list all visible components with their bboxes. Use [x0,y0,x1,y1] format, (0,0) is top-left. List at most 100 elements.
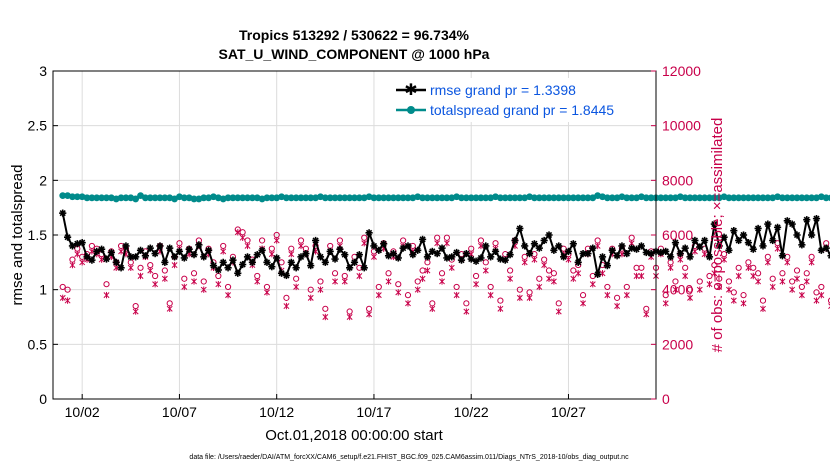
obs-possible-point [181,275,188,282]
rmse-point [141,252,149,260]
rmse-point-stroke [584,250,592,257]
obs-assimilated-point [769,283,776,291]
y-axis-label-left: rmse and totalspread [9,165,26,306]
rmse-point [613,252,621,260]
rmse-point-stroke [827,252,830,256]
rmse-point [63,233,72,241]
rmse-point [453,248,461,257]
rmse-point [827,252,830,259]
rmse-point [229,256,237,264]
obs-assimilated-point [405,300,411,307]
y-left-tick-label: 3 [39,63,47,79]
obs-assimilated-point [254,278,261,285]
rmse-point [112,258,120,266]
obs-assimilated-point [711,270,718,277]
obs-assimilated-point [740,300,747,307]
rmse-point-stroke [827,255,830,259]
rmse-point [560,253,568,261]
x-tick-label: 10/17 [356,404,391,420]
rmse-point-stroke [507,251,514,258]
rmse-point [146,244,154,252]
legend-label-rmse: rmse grand pr = 1.3398 [430,82,576,98]
totalspread-point [375,194,383,202]
rmse-point-stroke [458,257,465,264]
obs-possible-point [755,270,762,277]
rmse-point-stroke [103,255,110,263]
rmse-point-stroke [297,253,305,260]
rmse-point [788,220,796,228]
rmse-point [589,244,597,252]
totalspread-point [764,194,772,202]
totalspread-point [550,194,558,202]
obs-assimilated-point [448,264,455,271]
rmse-point [326,247,334,255]
obs-assimilated-point [774,245,781,252]
obs-possible-point [745,259,752,266]
obs-assimilated-point [88,248,95,255]
obs-assimilated-point [696,286,703,293]
rmse-point-stroke [516,225,523,232]
rmse-point-stroke [166,245,173,252]
obs-possible-point [161,267,168,274]
obs-assimilated-point [570,275,577,282]
rmse-point [477,254,485,262]
rmse-point-stroke [395,254,402,262]
rmse-point-stroke [725,247,733,254]
obs-assimilated-point [264,289,270,296]
totalspread-point [428,194,436,202]
series-lines [59,192,830,280]
totalspread-point [681,194,689,202]
totalspread-point [477,194,485,202]
y-left-tick-label: 1 [39,282,47,298]
totalspread-point [458,194,465,202]
y-left-tick-label: 2.5 [28,118,48,134]
rmse-point-stroke [789,220,796,228]
totalspread-point [346,194,354,202]
y-left-tick-label: 0.5 [28,336,48,352]
totalspread-point [424,194,431,202]
totalspread-point [560,194,568,202]
totalspread-point [341,194,349,202]
rmse-point-stroke [613,252,621,259]
totalspread-point [628,194,636,202]
obs-assimilated-point [550,278,557,285]
rmse-point [336,245,344,253]
obs-possible-point [497,297,504,304]
rmse-point [59,209,67,217]
rmse-point-stroke [122,242,130,250]
rmse-point-stroke [234,270,241,277]
obs-assimilated-point [239,234,246,241]
obs-possible-point [735,264,742,271]
obs-assimilated-point [234,229,241,236]
rmse-point [701,236,709,245]
totalspread-point [83,194,91,202]
totalspread-point [808,194,816,202]
rmse-point-stroke [628,245,635,252]
rmse-point [248,258,256,266]
rmse-point [170,253,179,261]
totalspread-point [710,194,718,202]
totalspread-point [691,194,699,202]
obs-assimilated-stroke [828,303,830,306]
rmse-point [414,246,422,254]
obs-assimilated-point [317,286,324,293]
totalspread-point [103,194,110,202]
rmse-point-stroke [750,246,757,253]
rmse-point [686,253,694,261]
x-tick-label: 10/12 [259,404,294,420]
rmse-point [623,249,631,258]
rmse-point-stroke [404,242,412,250]
totalspread-point [803,194,811,202]
obs-assimilated-point [215,281,222,288]
obs-possible-point [190,270,198,277]
rmse-point-stroke [258,247,266,254]
rmse-point-stroke [278,270,285,277]
rmse-point-stroke [565,248,572,255]
rmse-point-stroke [161,259,168,266]
obs-possible-point [613,294,621,301]
totalspread-point [467,194,475,202]
rmse-point [822,244,830,252]
rmse-point-stroke [784,217,791,224]
totalspread-point [584,194,592,202]
obs-possible-point [803,270,810,277]
